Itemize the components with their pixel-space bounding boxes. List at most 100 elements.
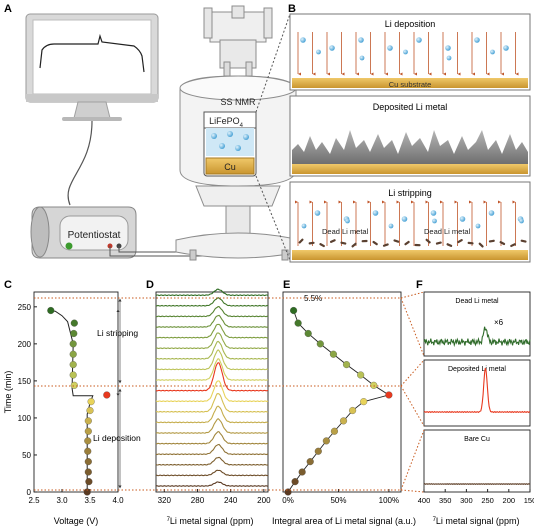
f-subplot-label: Dead Li metal [455, 298, 499, 305]
e-data-point [294, 319, 302, 327]
panel-d: D 7Li metal signal (ppm) 320 280 240 200 [146, 279, 271, 526]
c-annot-deposition: Li deposition [93, 433, 141, 443]
dead-li-fragment [340, 241, 347, 245]
li-ion [372, 210, 379, 216]
c-data-point [84, 437, 92, 445]
f-x-tick-label: 150 [524, 496, 534, 505]
li-ion [488, 210, 495, 216]
c-data-point [47, 306, 55, 315]
c-data-point [83, 488, 91, 496]
d-nmr-trace [156, 358, 269, 381]
dead-li-fragment [372, 240, 378, 246]
li-ion [475, 223, 481, 229]
e-data-point [339, 417, 348, 425]
e-x-tick-label: 0% [282, 496, 294, 505]
c-y-tick-label: 50 [22, 451, 31, 460]
d-nmr-trace [155, 380, 269, 403]
li-ion [445, 45, 451, 51]
dead-li-fragment [467, 241, 474, 245]
c-x-tick-label: 3.5 [84, 496, 96, 505]
e-data-point [342, 361, 351, 369]
c-data-point [69, 340, 77, 348]
dead-li-label-2: Dead Li metal [424, 227, 471, 236]
li-ion [401, 216, 408, 222]
e-data-point [316, 340, 324, 348]
dead-li-fragment [457, 239, 463, 244]
voltage-trace [39, 33, 145, 73]
panel-f-letter: F [416, 279, 423, 291]
c-data-point [69, 371, 77, 379]
d-nmr-trace [155, 469, 269, 477]
c-data-point [70, 319, 78, 327]
li-ion [403, 49, 408, 55]
d-nmr-trace [155, 332, 269, 350]
dead-li-fragment [404, 240, 410, 246]
li-ion [345, 218, 350, 224]
c-data-point [103, 391, 111, 399]
e-data-point [298, 468, 306, 476]
c-data-point [69, 350, 77, 358]
f-multiplier-label: ×6 [494, 318, 504, 327]
e-integral-curve [287, 310, 391, 493]
substrate-label: Cu substrate [389, 80, 432, 89]
e-data-point [304, 329, 312, 338]
dead-li-fragment [361, 239, 368, 243]
dead-li-fragment [478, 242, 484, 248]
d-nmr-trace [155, 323, 269, 339]
li-ion [301, 223, 307, 229]
e-data-point [357, 371, 365, 379]
f-subplot-frame [423, 429, 531, 493]
d-nmr-trace [155, 417, 269, 434]
e-annot-percent: 5.5% [304, 294, 322, 303]
e-data-point [322, 437, 330, 445]
dead-li-fragment [298, 238, 304, 244]
f-x-tick-label: 400 [418, 496, 431, 505]
c-data-point [87, 398, 95, 406]
d-x-tick-label: 200 [257, 496, 271, 505]
li-ion [300, 37, 306, 43]
dead-li-fragment [425, 238, 431, 244]
c-y-tick-label: 200 [18, 340, 32, 349]
plot-d-frame [155, 291, 269, 493]
f-nmr-spectrum [423, 326, 531, 348]
f-subplot-label: Deposited Li metal [448, 366, 506, 373]
d-nmr-trace [155, 297, 269, 307]
f-subplot-label: Bare Cu [464, 436, 490, 443]
li-ion [358, 37, 364, 43]
c-data-point [84, 427, 92, 435]
li-ion [329, 45, 335, 51]
d-nmr-trace [155, 314, 269, 328]
d-nmr-trace [155, 481, 269, 487]
li-ion [432, 218, 437, 224]
e-data-point [349, 406, 357, 415]
f-guide-line [400, 297, 425, 357]
f-nmr-spectrum [423, 367, 531, 414]
li-ion [416, 37, 422, 43]
dead-li-fragment [414, 243, 421, 247]
f-x-tick-label: 250 [481, 496, 494, 505]
li-ion [519, 218, 524, 224]
dead-li-fragment [308, 241, 315, 245]
e-data-point [314, 447, 322, 455]
d-nmr-trace [155, 340, 269, 360]
c-data-point [84, 468, 92, 476]
dead-li-fragment [499, 241, 506, 246]
d-xlabel: 7Li metal signal (ppm) [167, 516, 254, 526]
c-x-tick-label: 4.0 [112, 496, 124, 505]
li-ion [387, 45, 393, 51]
d-nmr-trace [155, 405, 269, 424]
indicator-light [65, 242, 73, 250]
f-nmr-spectrum [423, 483, 531, 485]
c-y-tick-label: 100 [18, 414, 32, 423]
anode-label: Cu [224, 162, 236, 172]
dead-li-fragment [319, 243, 325, 248]
f-guide-line [400, 291, 425, 299]
f-guide-line [400, 359, 425, 387]
e-data-point [291, 478, 299, 486]
c-data-point [70, 329, 78, 338]
li-ion [490, 49, 495, 55]
plot-e-frame [282, 291, 402, 493]
li-ion [314, 210, 321, 216]
dead-li-fragment [520, 239, 527, 243]
f-guide-line [400, 385, 425, 427]
